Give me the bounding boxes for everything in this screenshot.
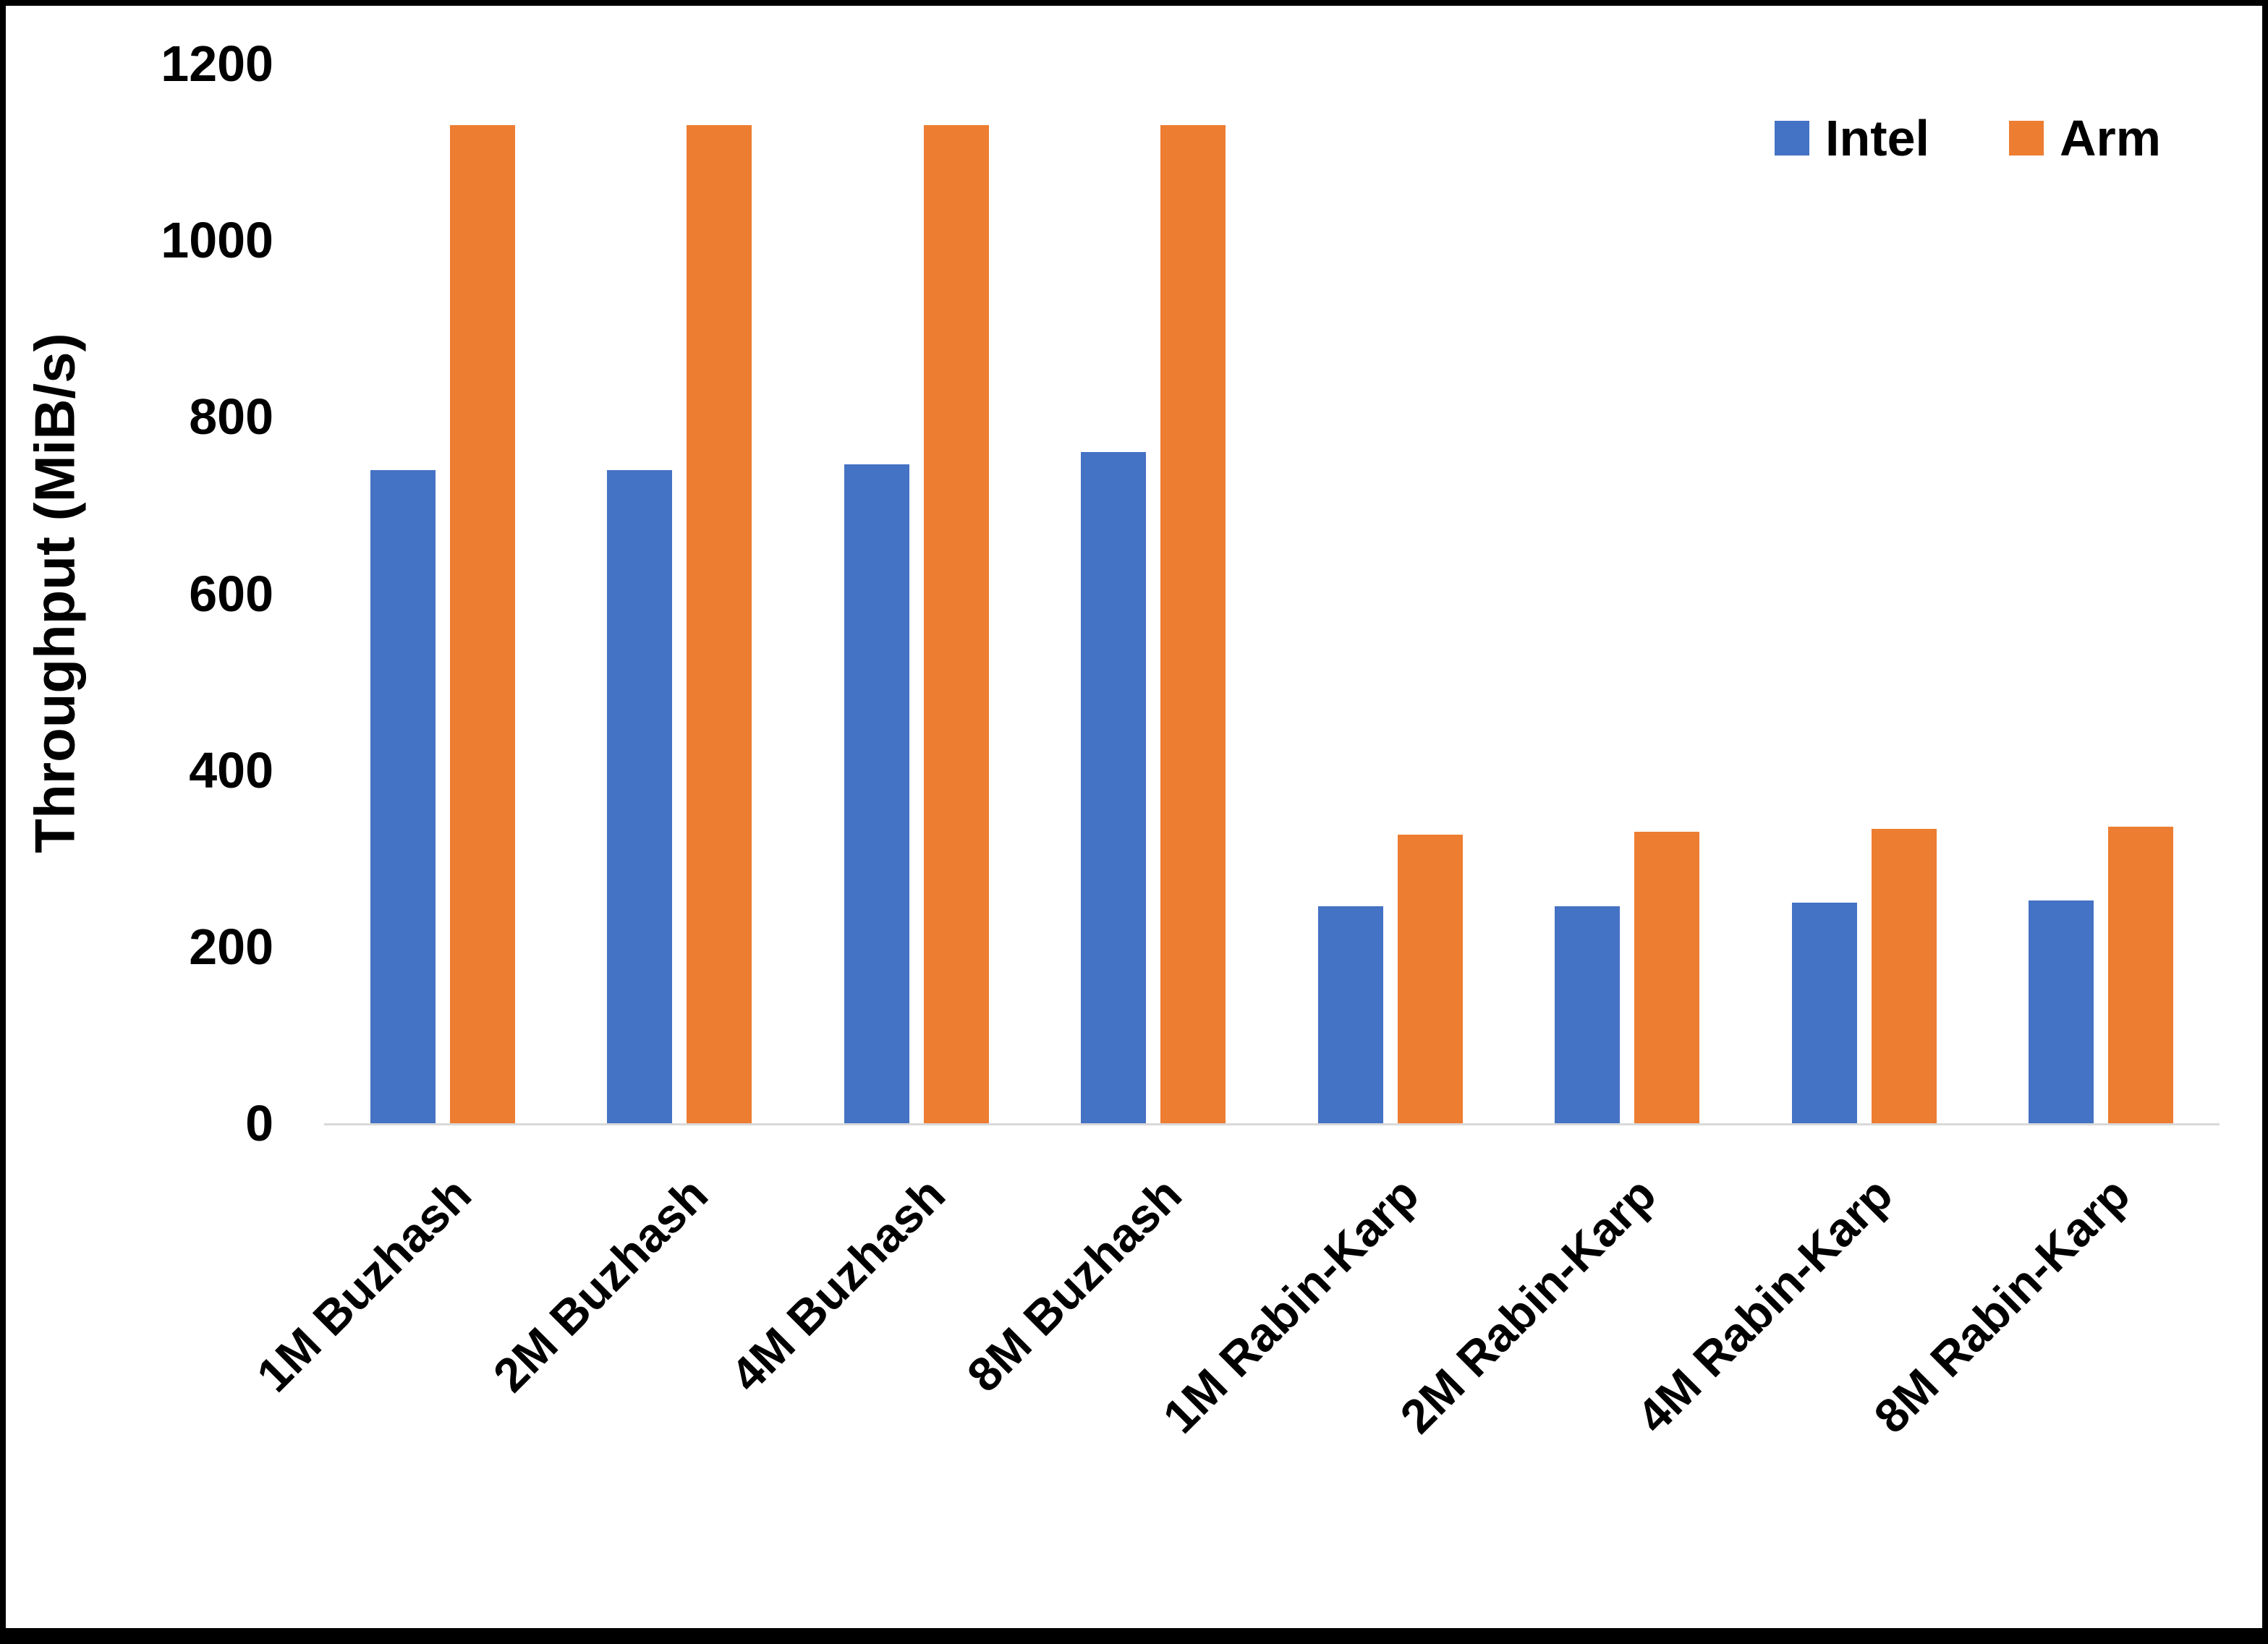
y-tick-label: 200 [189, 918, 273, 975]
legend-swatch-intel [1775, 121, 1810, 156]
x-category-label: 8M Rabin-Karp [1863, 1167, 2140, 1444]
bar-intel-1m-buzhash [370, 469, 436, 1123]
bar-intel-1m-rabin-karp [1317, 906, 1383, 1123]
bar-intel-4m-buzhash [844, 464, 909, 1123]
bar-arm-1m-rabin-karp [1397, 834, 1463, 1123]
plot-area [324, 64, 2220, 1125]
x-category-label: 1M Buzhash [246, 1167, 481, 1402]
bars-layer [324, 64, 2220, 1123]
legend-label: Arm [2059, 110, 2161, 166]
y-tick-label: 800 [189, 388, 273, 446]
bar-arm-2m-buzhash [687, 125, 752, 1123]
x-category-label: 1M Rabin-Karp [1152, 1167, 1429, 1444]
bar-intel-8m-buzhash [1081, 452, 1147, 1123]
bar-intel-2m-rabin-karp [1555, 906, 1621, 1123]
bar-arm-2m-rabin-karp [1634, 832, 1700, 1123]
x-category-label: 8M Buzhash [956, 1167, 1192, 1402]
bar-arm-4m-rabin-karp [1871, 829, 1937, 1123]
bar-intel-8m-rabin-karp [2029, 900, 2094, 1123]
legend-item-arm: Arm [2008, 110, 2161, 166]
legend-label: Intel [1825, 110, 1929, 166]
y-tick-label: 400 [189, 741, 273, 798]
y-tick-label: 600 [189, 565, 273, 622]
y-tick-label: 0 [245, 1095, 273, 1151]
legend-item-intel: Intel [1775, 113, 1929, 163]
y-tick-label: 1200 [161, 35, 273, 92]
bar-intel-4m-rabin-karp [1791, 902, 1857, 1123]
x-category-label: 2M Rabin-Karp [1389, 1167, 1666, 1444]
bar-arm-4m-buzhash [923, 125, 989, 1123]
bar-arm-8m-rabin-karp [2108, 826, 2174, 1123]
x-category-label: 2M Buzhash [483, 1167, 718, 1402]
legend: Intel Arm [1775, 113, 2161, 163]
x-category-label: 4M Rabin-Karp [1626, 1167, 1903, 1444]
bar-intel-2m-buzhash [607, 469, 673, 1123]
bar-arm-8m-buzhash [1160, 125, 1226, 1123]
legend-swatch-arm [2008, 121, 2044, 156]
bar-arm-1m-buzhash [449, 125, 515, 1123]
y-tick-label: 1000 [161, 212, 273, 269]
x-category-label: 4M Buzhash [720, 1167, 955, 1402]
